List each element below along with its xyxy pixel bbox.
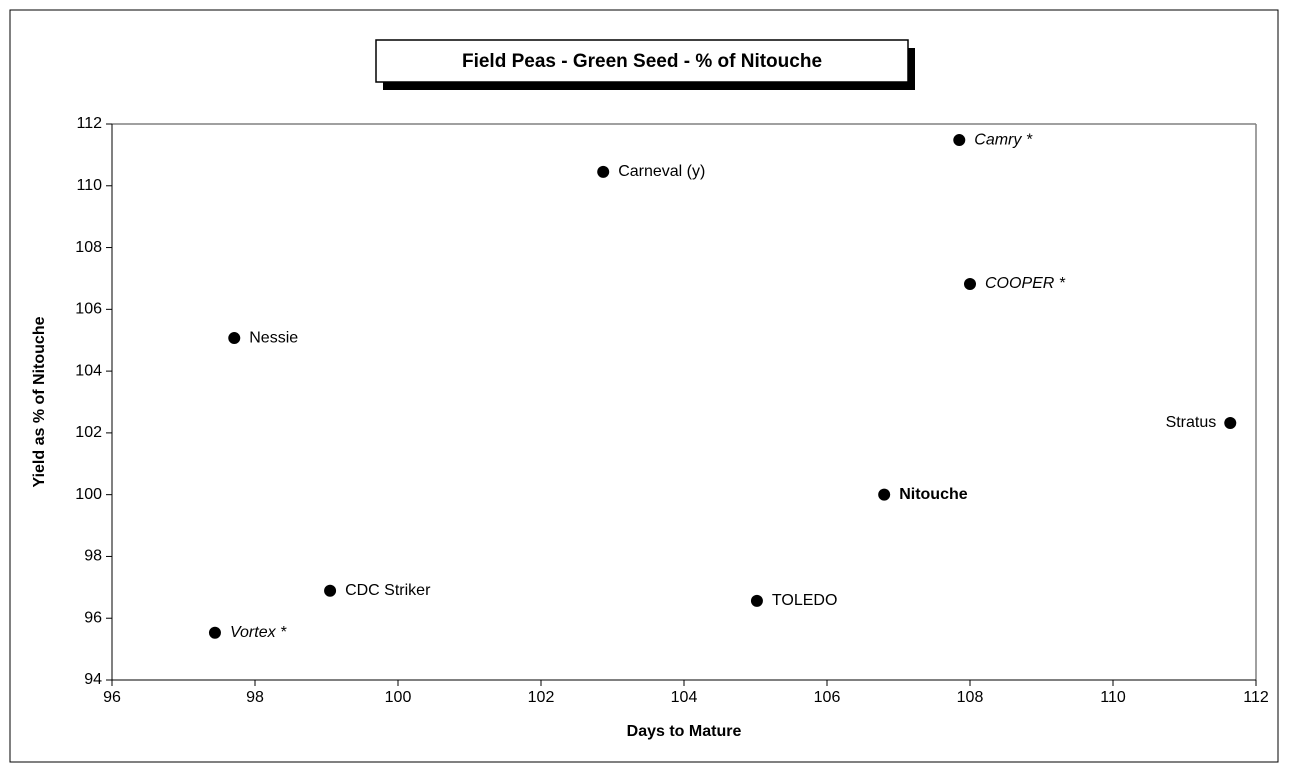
point [208,626,221,639]
point [964,278,976,291]
x-tick-label: 104 [671,689,698,706]
x-tick-label: 110 [1100,689,1126,706]
point-label: CDC Striker [345,582,431,599]
y-tick-label: 108 [75,239,102,256]
x-tick-label: 108 [957,689,984,706]
chart-title: Field Peas - Green Seed - % of Nitouche [462,51,822,72]
title-box [375,39,909,83]
x-tick-label: 102 [528,689,555,706]
x-tick-label: 98 [246,689,264,706]
point [1224,417,1237,430]
x-tick-label: 106 [814,689,841,706]
point [324,584,337,597]
point-label: Vortex * [230,624,287,641]
y-tick-label: 100 [75,486,102,503]
chart-border [9,9,1279,763]
y-tick-label: 102 [75,424,102,441]
x-tick-label: 112 [1243,689,1269,706]
point-label: COOPER * [985,275,1066,292]
y-tick-label: 104 [75,362,102,379]
y-tick-label: 112 [76,115,102,132]
x-tick-label: 100 [385,689,412,706]
y-tick-label: 98 [84,548,102,565]
y-tick-label: 106 [75,301,102,318]
y-tick-label: 94 [84,671,102,688]
point [953,134,966,147]
point [750,594,763,607]
y-axis-title: Yield as % of Nitouche [31,316,48,487]
point-label: Camry * [974,131,1033,148]
point [228,332,241,345]
point-label: Carneval (y) [618,163,705,180]
y-tick-label: 110 [76,177,102,194]
x-tick-label: 96 [103,689,121,706]
point-label: TOLEDO [772,592,838,609]
point [878,488,891,501]
y-tick-label: 96 [84,609,102,626]
point [597,165,610,178]
x-axis-title: Days to Mature [627,723,742,740]
point-label: Nessie [249,329,298,346]
point-label: Stratus [1166,414,1217,431]
point-label: Nitouche [899,486,968,503]
